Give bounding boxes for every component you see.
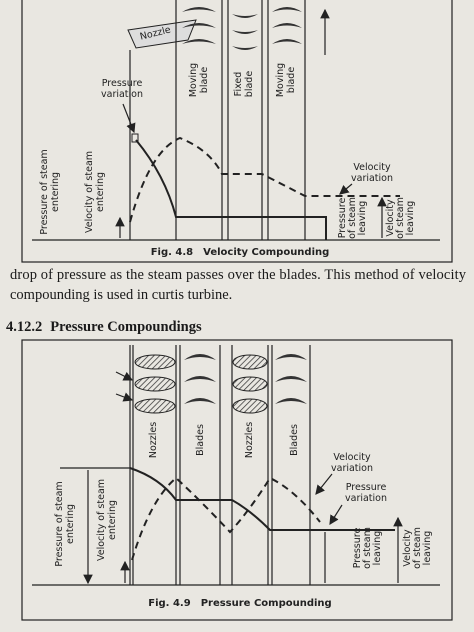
pressure-curve (129, 467, 395, 531)
figure-label: entering (65, 504, 76, 544)
figure-label: Velocity of steam (84, 151, 95, 233)
figure-1: Fig. 4.8 Velocity Compounding (21, 0, 453, 263)
figure-label: Pressure of steam (54, 481, 65, 566)
figure-label: Fixed (233, 72, 244, 97)
blades (134, 354, 307, 414)
section-heading: 4.12.2 Pressure Compoundings (6, 319, 202, 335)
figure-label: Nozzles (244, 422, 255, 458)
figure-label: Velocity of steam (96, 479, 107, 561)
pressure-curve (135, 139, 327, 240)
figure-label: variation (101, 89, 143, 100)
figure-frame (21, 339, 453, 621)
figure-label: Velocity (333, 452, 371, 463)
pointer (339, 183, 353, 195)
figure-caption: Fig. 4.8 Velocity Compounding (151, 247, 330, 258)
figure-label: blade (199, 67, 210, 94)
figure-label: Pressure (352, 528, 363, 569)
figure-label: variation (331, 463, 373, 474)
caption-title: Velocity Compounding (203, 247, 329, 258)
caption-title: Pressure Compounding (201, 598, 332, 609)
figure-label: Velocity (402, 529, 413, 567)
figure-label: Moving (188, 63, 199, 97)
body-line: compounding is used in curtis turbine. (10, 287, 232, 303)
figure-label: Blades (289, 424, 300, 456)
figure-label: of steam (395, 197, 406, 239)
figure-label: variation (345, 493, 387, 504)
figure-label: Pressure of steam (39, 149, 50, 234)
blade-columns (129, 0, 306, 240)
figure-label: of steam (347, 197, 358, 239)
pointer (115, 371, 134, 381)
figure-2: Fig. 4.9 Pressure Compounding (21, 339, 453, 621)
figure-label: Pressure (102, 78, 143, 89)
velocity-curve (131, 476, 321, 561)
pointer (329, 504, 343, 526)
blades (182, 7, 302, 50)
pointer (115, 392, 134, 402)
figure-label: leaving (422, 531, 433, 566)
figure-label: Nozzles (148, 422, 159, 458)
figure-label: Moving (275, 63, 286, 97)
nozzle-shape (127, 19, 197, 49)
figure-label: entering (107, 500, 118, 540)
figure-label: Velocity (385, 199, 396, 237)
figure-label: of steam (362, 527, 373, 569)
figure-label: Blades (195, 424, 206, 456)
section-number: 4.12.2 (6, 319, 42, 335)
pointer (122, 103, 136, 134)
figure-label: blade (244, 71, 255, 98)
caption-number: Fig. 4.9 (148, 598, 190, 609)
pointer (315, 473, 333, 495)
figure-caption: Fig. 4.9 Pressure Compounding (148, 598, 331, 609)
figure-label: Velocity (353, 162, 391, 173)
figure-label: leaving (357, 201, 368, 236)
caption-number: Fig. 4.8 (151, 247, 193, 258)
figure-label: leaving (372, 531, 383, 566)
figure-frame (21, 0, 453, 263)
body-line: drop of pressure as the steam passes ove… (10, 267, 467, 283)
section-title: Pressure Compoundings (50, 319, 202, 335)
figure-label: Pressure (346, 482, 387, 493)
blade-columns (129, 345, 311, 585)
figure-label: entering (50, 172, 61, 212)
figure-label: Pressure (337, 198, 348, 239)
velocity-curve (129, 136, 400, 223)
figure-label: variation (351, 173, 393, 184)
figure-label: of steam (412, 527, 423, 569)
figure-label: leaving (405, 201, 416, 236)
figure-label: entering (95, 172, 106, 212)
figure-label: blade (286, 67, 297, 94)
marker (131, 133, 139, 143)
